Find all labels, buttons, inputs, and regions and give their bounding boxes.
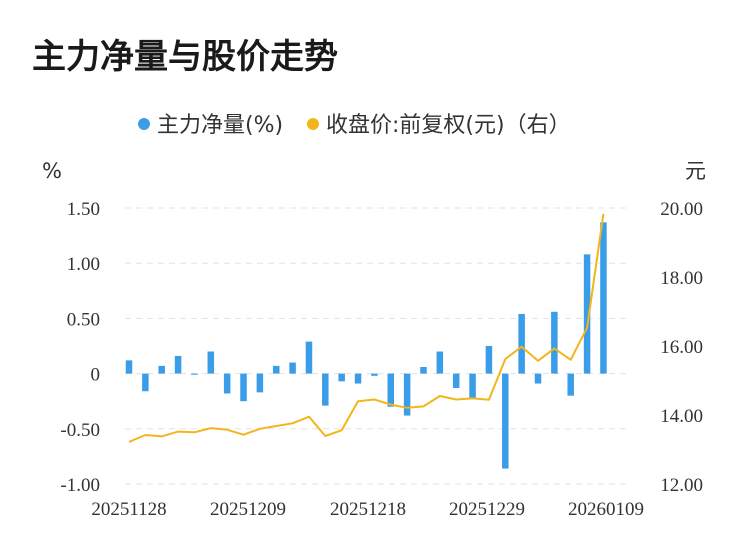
net-volume-bar <box>583 254 591 374</box>
close-price-line-group <box>128 213 605 443</box>
net-volume-bar <box>436 351 444 374</box>
net-volume-bar <box>518 313 525 374</box>
net-volume-bar <box>191 373 198 375</box>
net-volume-bar <box>322 373 329 406</box>
left-tick-label: 1.50 <box>67 199 100 220</box>
right-tick-label: 18.00 <box>660 268 703 289</box>
right-tick-label: 16.00 <box>660 337 703 358</box>
x-tick-label: 20251209 <box>210 499 286 520</box>
net-volume-bar <box>338 373 345 382</box>
net-volume-bar <box>420 366 427 374</box>
legend-marker-net-volume <box>138 118 150 130</box>
net-volume-bar <box>485 346 493 374</box>
left-axis-ticks: 1.50 1.00 0.50 0 -0.50 -1.00 <box>60 199 100 496</box>
left-tick-label: 1.00 <box>67 254 100 275</box>
net-volume-bar <box>403 373 411 416</box>
chart-title: 主力净量与股价走势 <box>32 37 338 77</box>
net-volume-bar <box>256 373 264 393</box>
net-volume-bar <box>371 373 378 376</box>
net-volume-bar <box>305 341 313 374</box>
right-tick-label: 12.00 <box>660 475 703 496</box>
net-volume-bar <box>354 373 362 384</box>
net-volume-bars <box>125 222 607 469</box>
close-price-line <box>128 213 605 443</box>
right-axis-unit: 元 <box>685 159 706 183</box>
net-volume-bar <box>240 373 247 402</box>
net-volume-bar <box>223 373 231 394</box>
net-volume-bar <box>289 362 296 374</box>
net-volume-bar <box>387 373 395 407</box>
net-volume-bar <box>207 351 215 374</box>
x-tick-label: 20251229 <box>449 499 525 520</box>
net-volume-bar <box>174 355 182 374</box>
gridlines <box>125 207 628 485</box>
net-volume-bar <box>272 365 280 374</box>
net-volume-bar <box>142 373 149 392</box>
right-tick-label: 20.00 <box>660 199 703 220</box>
x-axis-ticks: 20251128 20251209 20251218 20251229 20260109 <box>91 499 644 520</box>
left-axis-unit: % <box>42 159 62 183</box>
net-volume-bar <box>158 365 165 374</box>
legend-label-net-volume: 主力净量(%) <box>157 113 283 138</box>
net-volume-bar <box>534 373 542 384</box>
x-tick-label: 20260109 <box>568 499 644 520</box>
net-volume-bar <box>502 373 509 469</box>
net-volume-bar <box>125 360 133 374</box>
net-volume-bar <box>452 373 460 388</box>
legend-marker-close-price <box>307 118 319 130</box>
legend: 主力净量(%) 收盘价:前复权(元)（右） <box>138 113 571 138</box>
right-axis-ticks: 20.00 18.00 16.00 14.00 12.00 <box>660 199 703 496</box>
net-volume-bar <box>600 222 607 374</box>
x-tick-label: 20251218 <box>330 499 406 520</box>
left-tick-label: 0.50 <box>67 309 100 330</box>
x-tick-label: 20251128 <box>91 499 166 520</box>
net-volume-bar <box>551 311 558 374</box>
left-tick-label: -1.00 <box>60 475 100 496</box>
legend-label-close-price: 收盘价:前复权(元)（右） <box>326 113 571 138</box>
net-volume-bar <box>469 373 476 399</box>
left-tick-label: -0.50 <box>60 420 100 441</box>
right-tick-label: 14.00 <box>660 406 703 427</box>
net-volume-bar <box>567 373 574 396</box>
left-tick-label: 0 <box>91 365 101 386</box>
